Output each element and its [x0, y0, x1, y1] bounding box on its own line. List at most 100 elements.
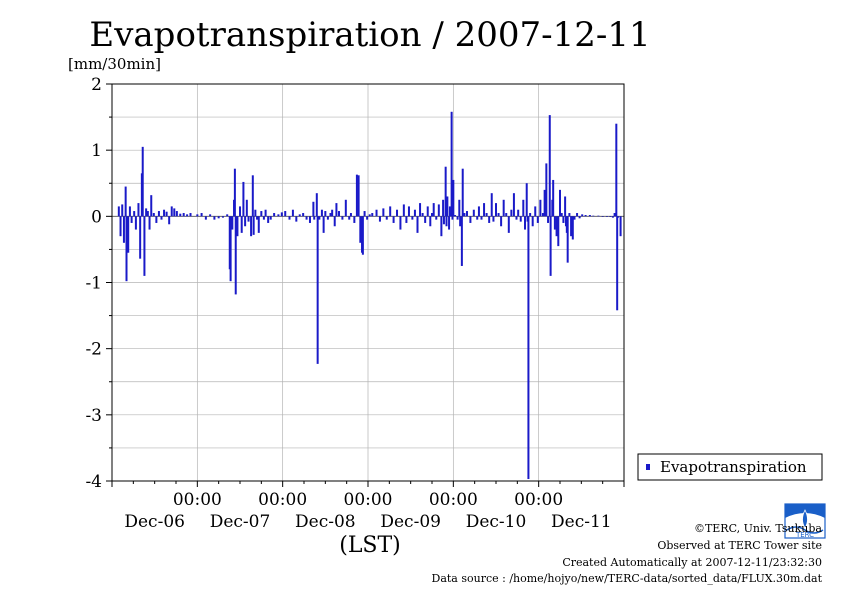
data-bar	[320, 209, 323, 217]
data-bar	[254, 209, 257, 217]
data-bar	[269, 216, 272, 220]
data-bar	[349, 213, 352, 217]
data-bar	[204, 216, 207, 220]
data-bar	[233, 168, 236, 217]
logo-drop-icon	[802, 509, 808, 529]
data-bar	[578, 216, 581, 219]
data-bar	[134, 216, 137, 230]
data-bar	[316, 216, 319, 364]
data-bar	[257, 216, 260, 233]
data-bar	[375, 209, 378, 217]
logo-text: TERC	[795, 531, 814, 539]
data-bar	[432, 203, 435, 217]
data-bar	[308, 216, 311, 223]
data-bar	[168, 216, 171, 225]
data-bar	[326, 216, 329, 220]
data-bar	[451, 216, 454, 220]
data-bar	[512, 193, 515, 217]
data-bar	[510, 209, 513, 217]
x-tick-time-label: 00:00	[173, 490, 222, 510]
data-bar	[122, 216, 125, 243]
data-bar	[182, 213, 185, 217]
data-bar	[435, 216, 438, 220]
data-bar	[429, 216, 432, 227]
data-bar	[616, 216, 619, 311]
data-bar	[454, 215, 457, 217]
data-bar	[163, 209, 166, 217]
data-bar	[121, 204, 124, 217]
data-bar	[353, 216, 356, 223]
data-bar	[348, 216, 351, 220]
data-bar	[402, 204, 405, 217]
data-bar	[357, 175, 360, 217]
data-bar	[437, 204, 440, 217]
data-bar	[324, 211, 327, 217]
data-bar	[480, 216, 483, 220]
data-bar	[359, 216, 362, 243]
x-tick-time-label: 00:00	[429, 490, 478, 510]
data-bar	[146, 211, 149, 217]
data-bar	[421, 213, 424, 217]
data-bar	[234, 216, 237, 295]
x-tick-time-label: 00:00	[514, 490, 563, 510]
data-bar	[557, 216, 560, 247]
data-bar	[492, 216, 495, 222]
data-bar	[264, 209, 267, 217]
data-bar	[553, 216, 556, 230]
data-bar	[252, 216, 255, 235]
data-bar	[442, 199, 445, 217]
y-tick-label: 0	[91, 207, 102, 227]
data-bar	[609, 216, 612, 217]
x-tick-date-label: Dec-11	[551, 512, 612, 532]
data-bar	[133, 211, 136, 217]
data-bar	[130, 216, 133, 223]
data-bar	[605, 216, 608, 217]
data-bar	[458, 199, 461, 217]
data-bar	[128, 206, 131, 217]
x-tick-time-label: 00:00	[258, 490, 307, 510]
data-bar	[152, 213, 155, 217]
data-bar	[497, 213, 500, 217]
y-axis-ticks: 2 1 0 -1 -2 -3 -4	[85, 75, 112, 492]
data-bar	[119, 216, 122, 237]
x-tick-date-label: Dec-09	[380, 512, 441, 532]
credit-copyright: ©TERC, Univ. Tsukuba	[694, 522, 822, 535]
data-bar	[355, 174, 358, 217]
data-bar	[601, 216, 604, 217]
data-bar	[250, 216, 253, 237]
x-tick-date-label: Dec-10	[466, 512, 527, 532]
data-bar	[529, 213, 532, 217]
data-bar	[318, 216, 321, 220]
data-bar	[378, 216, 381, 222]
data-bar	[411, 216, 414, 220]
data-bar	[445, 216, 448, 227]
data-bar	[385, 216, 388, 220]
y-tick-label: 2	[91, 75, 102, 95]
data-bar	[333, 216, 336, 227]
data-bar	[288, 216, 291, 220]
chart-title: Evapotranspiration / 2007-12-11	[89, 15, 650, 55]
data-bar	[564, 196, 567, 217]
data-bar	[448, 216, 451, 230]
data-bar	[273, 213, 276, 217]
data-bar	[284, 211, 287, 217]
data-bar	[392, 216, 395, 223]
data-bar	[213, 216, 216, 220]
data-bar	[477, 206, 480, 217]
data-bar	[431, 213, 433, 217]
data-bar	[173, 208, 176, 217]
x-tick-date-label: Dec-07	[210, 512, 271, 532]
data-bar	[552, 179, 555, 217]
data-bar	[244, 216, 247, 227]
data-bar	[555, 216, 558, 237]
data-bar	[221, 216, 224, 218]
data-bar	[576, 213, 579, 217]
data-bar	[200, 213, 203, 217]
data-bar	[571, 216, 574, 240]
credit-observed: Observed at TERC Tower site	[657, 539, 822, 552]
data-bar	[363, 211, 366, 217]
y-axis-unit-label: [mm/30min]	[68, 55, 161, 73]
data-bar	[298, 214, 301, 217]
data-bar	[522, 199, 525, 217]
